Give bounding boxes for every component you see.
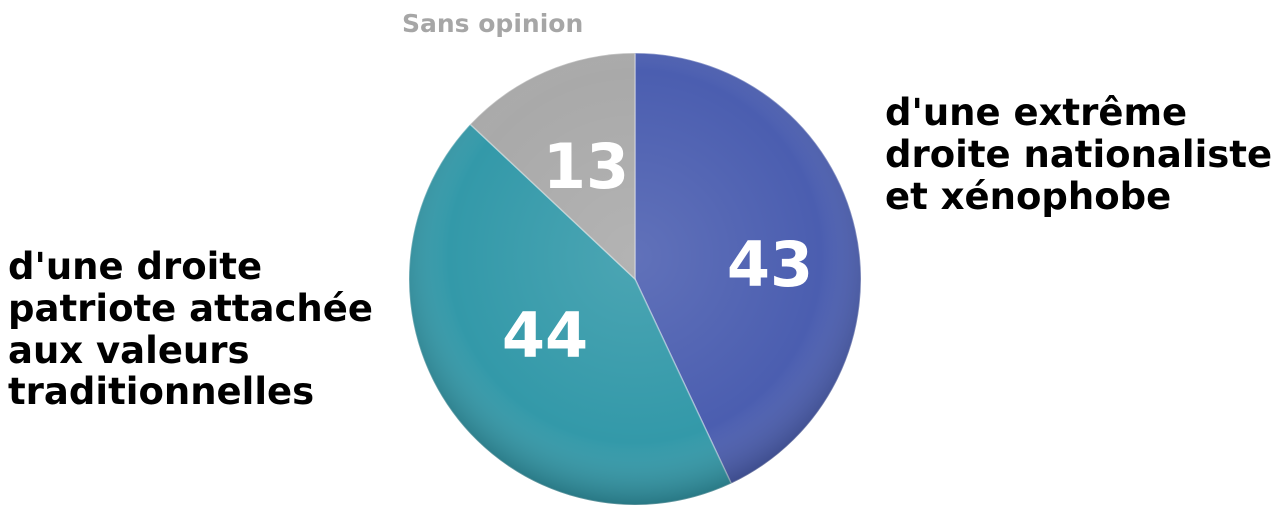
- slice-label-sans-opinion: Sans opinion: [402, 9, 584, 38]
- slice-value-label-sans-opinion: 13: [543, 130, 629, 203]
- slice-label-droite-patriote: d'une droite patriote attachée aux valeu…: [8, 245, 373, 414]
- slice-label-extreme-droite: d'une extrême droite nationaliste et xén…: [885, 91, 1273, 218]
- slice-value-label-droite-patriote: 44: [502, 299, 588, 372]
- pie-value-labels: 43 44 13: [502, 130, 813, 372]
- slice-value-label-extreme-droite: 43: [727, 228, 813, 301]
